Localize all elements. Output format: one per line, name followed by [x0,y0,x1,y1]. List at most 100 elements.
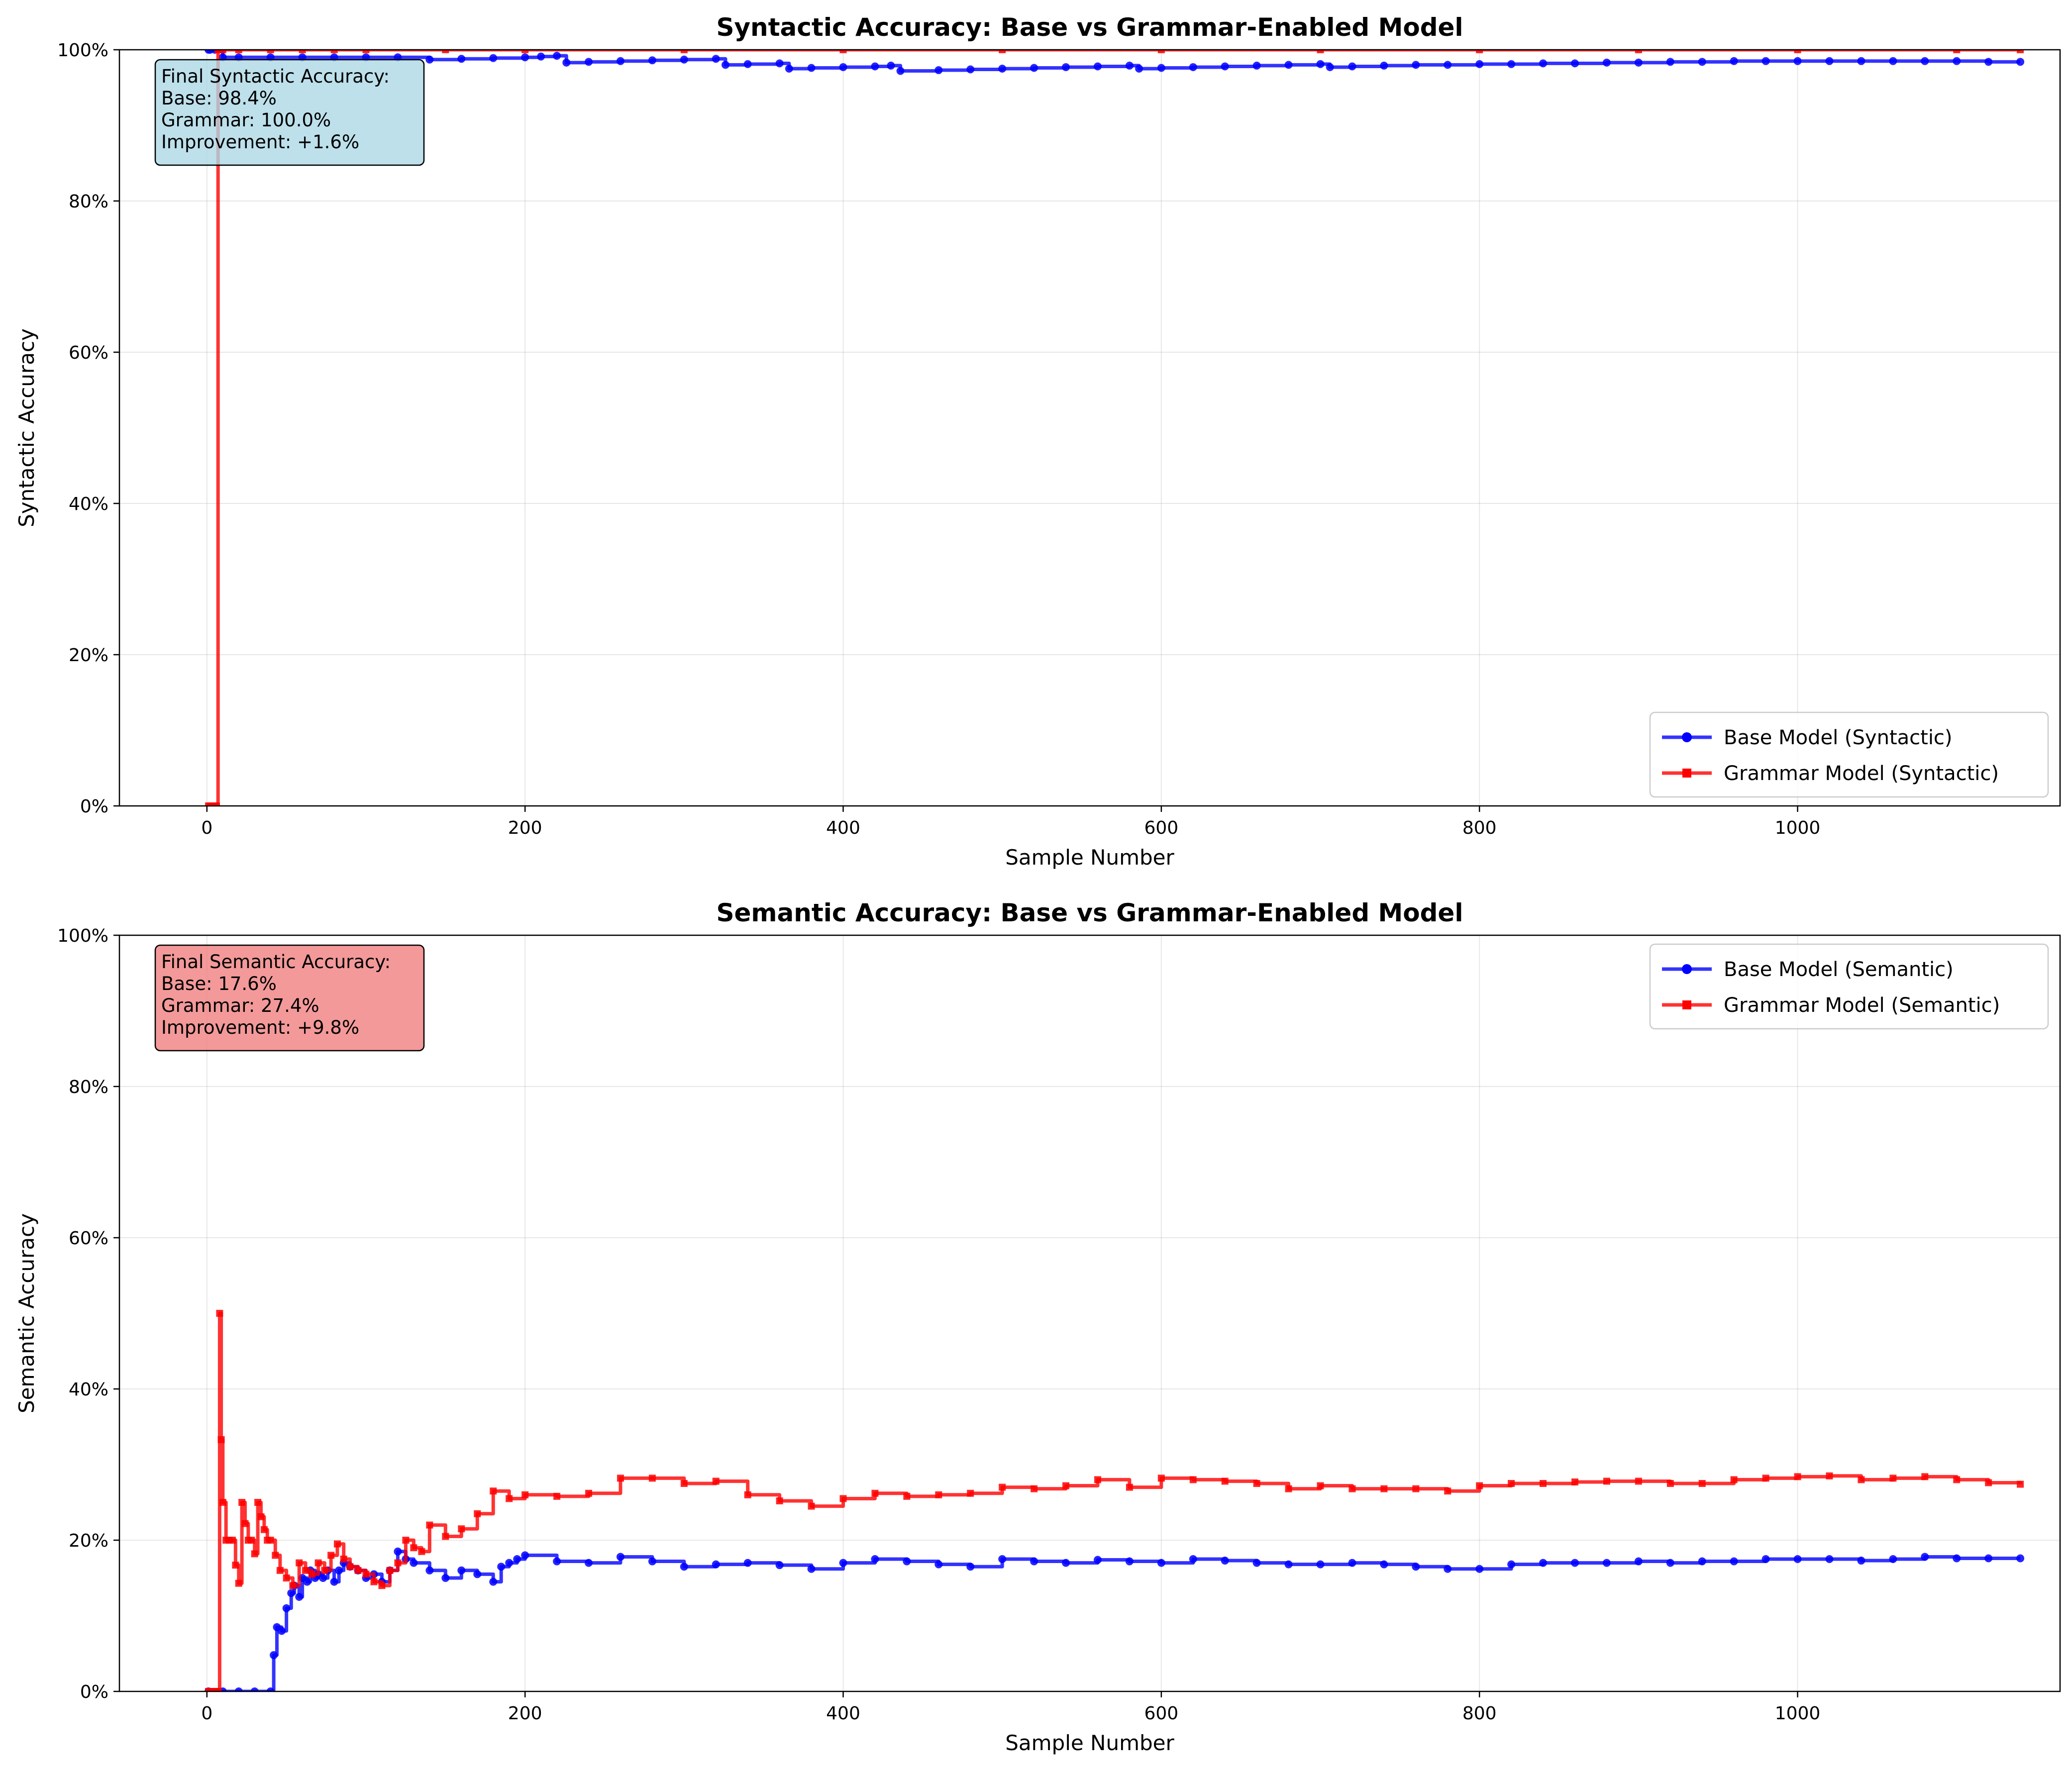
data-point [219,50,226,53]
data-point [999,50,1006,53]
data-point [254,1499,262,1506]
data-point [871,62,879,71]
data-point [425,55,434,64]
data-point [1348,62,1356,71]
data-point [346,1563,354,1571]
x-tick-label: 400 [826,818,860,838]
data-point [1921,1473,1929,1480]
data-point [648,1475,656,1482]
semantic-accuracy-panel: 0 200 400 600 800 1000 0% 20% 40% 60% 80% 100% Seman… [14,898,2061,1755]
data-point [457,1566,466,1575]
data-point [314,1559,322,1567]
legend-label: Base Model (Syntactic) [1724,726,1953,749]
data-point [513,1555,521,1563]
data-point [1793,57,1802,65]
data-point [1253,1480,1260,1487]
data-point [585,1489,593,1497]
syntactic-accuracy-panel: 0 200 400 600 800 1000 0% 20% 40% 60% 80% 100% Synta… [14,13,2061,870]
data-point [521,50,529,53]
data-point [287,1589,296,1597]
legend-label: Grammar Model (Semantic) [1724,994,2000,1017]
legend-frame [1649,943,2049,1030]
data-point [1507,1560,1516,1569]
data-point [1858,1476,1865,1483]
data-point [1030,64,1038,72]
data-point [1189,63,1197,71]
data-point [1602,1559,1611,1567]
data-point [1666,58,1674,66]
legend-entry: Grammar Model (Semantic) [1662,994,2000,1017]
data-point [1540,1480,1547,1487]
data-point [1730,57,1738,65]
data-point [537,52,545,61]
data-point [1571,59,1579,68]
data-point [1793,1555,1802,1563]
data-point [1889,1475,1897,1482]
x-tick-label: 800 [1462,818,1497,838]
data-point [1666,1559,1674,1567]
x-tick-label: 0 [201,818,212,838]
data-point [1698,58,1706,66]
data-point [505,1559,514,1567]
data-point [1380,61,1388,70]
data-point [839,1495,847,1502]
y-tick-label: 0% [80,1682,108,1702]
annotation-line: Improvement: +1.6% [161,131,359,153]
data-point [1761,1555,1770,1563]
legend: Base Model (Semantic) Grammar Model (Sema… [1649,943,2049,1030]
data-point [1603,1478,1610,1485]
data-point [282,1604,291,1612]
data-point [743,1559,752,1567]
data-point [308,1571,315,1578]
data-point [473,1570,482,1578]
data-point [490,1487,497,1495]
data-point [1984,58,1993,66]
data-point [1444,61,1452,69]
x-tick-label: 200 [508,1703,542,1724]
data-point [1221,1557,1229,1565]
data-point [2016,1554,2025,1563]
data-point [1157,64,1165,72]
y-tick-label: 80% [69,192,108,212]
y-tick-label: 20% [69,645,108,666]
data-point [1126,1483,1133,1491]
data-point [327,1552,335,1559]
data-point [1221,1478,1229,1485]
data-point [1125,1557,1134,1566]
data-point [1412,61,1420,69]
data-point [442,1533,449,1540]
data-point [648,1557,656,1566]
data-point [903,1557,911,1566]
legend: Base Model (Syntactic) Grammar Model (Syn… [1649,711,2049,798]
data-point [934,1560,943,1569]
data-point [1539,1559,1548,1567]
data-point [1857,57,1865,65]
data-point [216,1310,223,1317]
data-point [1252,1559,1261,1567]
data-point [489,54,498,62]
series-points [205,50,2024,806]
data-point [235,1579,242,1587]
data-point [378,1582,386,1589]
data-point [426,1521,433,1529]
data-point [299,50,306,53]
y-tick-label: 40% [69,494,108,514]
data-point [410,1544,417,1552]
legend-marker [1682,732,1692,742]
legend-label: Grammar Model (Syntactic) [1724,762,1999,785]
data-point [1602,58,1611,67]
annotation-line: Base: 98.4% [161,88,277,109]
data-point [1635,50,1642,53]
data-point [214,1688,222,1691]
data-point [1794,50,1801,53]
data-point [1698,1557,1706,1566]
data-point [232,1562,239,1569]
data-point [1762,1475,1769,1482]
data-point [394,1559,402,1567]
data-point [248,1537,255,1544]
data-point [1252,61,1261,70]
data-point [489,1577,498,1586]
data-point [330,1577,338,1586]
data-point [1284,61,1293,69]
